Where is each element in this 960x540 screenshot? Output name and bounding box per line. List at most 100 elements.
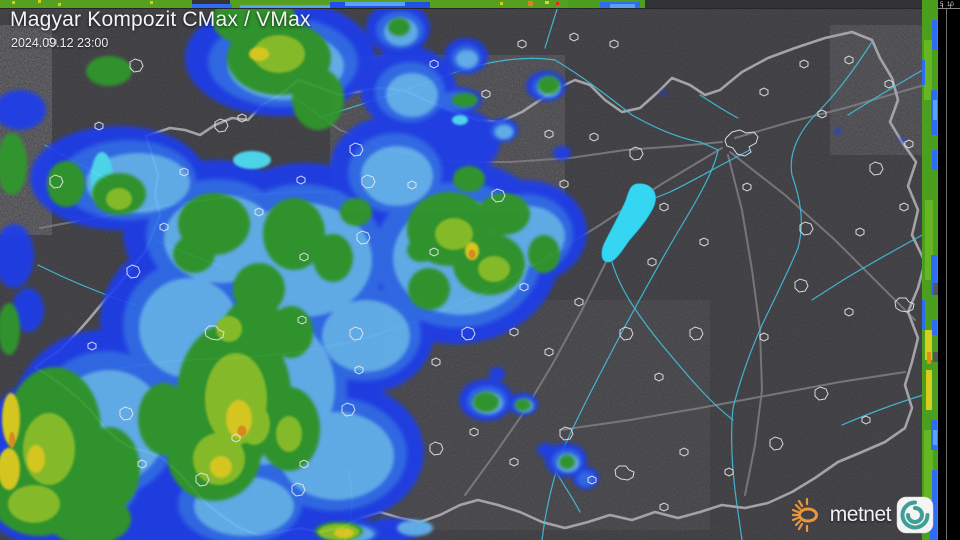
vmax-profile-top xyxy=(0,0,937,9)
precip-level-yellow xyxy=(0,47,479,538)
precip-level-green-shape xyxy=(78,427,140,511)
swirl-icon xyxy=(896,496,934,534)
vmax-profile-right-shape xyxy=(925,200,933,280)
precip-level-green-shape xyxy=(453,166,485,192)
precip-level-bright-shape xyxy=(435,218,473,250)
vmax-profile-top-shape xyxy=(345,2,405,6)
precip-level-green-shape xyxy=(0,303,20,355)
river xyxy=(649,149,751,201)
precip-level-yellow-shape xyxy=(27,445,45,473)
road xyxy=(734,81,936,139)
vmax-profile-right-shape xyxy=(924,430,933,500)
precip-level-bright-shape xyxy=(8,485,60,523)
precip-level-green-shape xyxy=(388,18,410,36)
timestamp: 2024.09.12 23:00 xyxy=(11,36,109,50)
vmax-profile-right-shape xyxy=(926,370,932,410)
precip-level-green-shape xyxy=(0,133,27,195)
vmax-profile-right-shape xyxy=(933,283,938,295)
vmax-profile-top-shape xyxy=(330,0,430,2)
precip-level-green-shape xyxy=(559,455,575,469)
vmax-profile-right-shape xyxy=(933,100,937,120)
precip-level-orange xyxy=(9,249,476,448)
lake-tisza xyxy=(601,183,656,263)
precip-level-green-shape xyxy=(86,56,132,86)
vmax-profile-right-shape xyxy=(932,470,937,510)
precip-level-bright-shape xyxy=(253,35,305,73)
precip-level-light-shape xyxy=(322,300,410,372)
vmax-profile-top-shape xyxy=(150,1,153,4)
vmax-profile-right-shape xyxy=(930,505,937,540)
precip-level-green-shape xyxy=(47,161,85,207)
precip-level-green-shape xyxy=(313,234,353,282)
vmax-profile-top-shape xyxy=(230,0,330,8)
road xyxy=(729,151,916,321)
precip-cyan-patches-shape xyxy=(452,115,468,125)
scale-tick-label-10: 10 xyxy=(947,2,954,8)
precip-level-orange-shape xyxy=(237,425,247,437)
sun-icon-shape-shape xyxy=(791,508,799,514)
vmax-profile-right-shape xyxy=(922,300,925,330)
sun-icon-shape-shape xyxy=(791,516,799,522)
precip-level-low-shape xyxy=(553,146,571,160)
vmax-profile-right-shape xyxy=(925,330,932,360)
vmax-profile-right-shape xyxy=(927,352,931,364)
vmax-profile-top-shape xyxy=(545,1,549,4)
scale-tick-label-5: 5 xyxy=(940,2,944,8)
vmax-profile-top-shape xyxy=(58,3,61,6)
sun-icon-shape-shape xyxy=(794,503,801,511)
vmax-profile-right-shape xyxy=(932,150,937,170)
vmax-profile-right-shape xyxy=(924,40,932,100)
precip-level-green-shape xyxy=(47,493,131,540)
logo-text: metnet xyxy=(829,503,892,526)
sun-icon-shape-shape xyxy=(794,519,801,527)
vmax-profile-top-shape xyxy=(192,4,232,8)
precip-level-low-shape xyxy=(660,91,666,95)
city-budapest xyxy=(724,129,759,157)
precip-level-low-shape xyxy=(537,443,555,457)
precip-level-bright-shape xyxy=(216,316,242,342)
precip-level-low-shape xyxy=(899,138,905,142)
precip-level-green-shape xyxy=(408,268,450,310)
precip-level-orange-shape xyxy=(468,249,476,259)
vmax-profile-right xyxy=(922,0,938,540)
precip-level-green-shape xyxy=(407,238,435,262)
vmax-profile-top-shape xyxy=(0,8,937,9)
vmax-profile-top-shape xyxy=(556,2,559,5)
vmax-profile-top-shape xyxy=(528,1,533,6)
vmax-profile-right-shape xyxy=(933,352,938,362)
vmax-profile-top-shape xyxy=(0,0,192,8)
vmax-profile-top-shape xyxy=(12,1,15,4)
precip-level-low-shape xyxy=(489,367,505,381)
precip-level-orange-shape xyxy=(9,432,15,448)
precip-cyan-patches-shape xyxy=(233,151,271,169)
precip-level-green-shape xyxy=(515,399,531,411)
precip-level-bright-shape xyxy=(276,416,302,452)
precip-level-yellow-shape xyxy=(2,393,20,445)
precip-level-light-shape xyxy=(386,73,438,117)
precip-level-low-shape xyxy=(0,224,34,288)
vmax-profile-top-shape xyxy=(38,0,41,3)
precip-level-low-shape xyxy=(835,128,841,134)
precip-level-light-shape xyxy=(397,520,433,536)
river xyxy=(699,94,739,119)
precip-level-green-shape xyxy=(263,198,325,270)
precip-level-green-shape xyxy=(138,383,190,455)
sun-icon xyxy=(791,497,818,533)
metnet-logo: metnet xyxy=(789,496,934,534)
precip-level-green-shape xyxy=(528,235,560,273)
height-scale-strip-shape xyxy=(938,0,960,540)
height-scale-strip: 5 10 xyxy=(938,0,960,540)
precip-level-green-shape xyxy=(478,193,530,235)
sun-icon-shape-shape xyxy=(797,522,803,531)
precip-level-yellow-shape xyxy=(334,528,354,538)
precip-level-light-shape xyxy=(456,50,478,68)
precip-level-low-shape xyxy=(0,90,46,130)
precip-level-green-shape xyxy=(292,68,344,130)
river xyxy=(611,261,734,421)
precip-level-green-shape xyxy=(538,76,560,94)
precip-level-yellow-shape xyxy=(0,448,20,490)
precip-level-yellow-shape xyxy=(249,47,269,61)
vmax-profile-right-shape xyxy=(932,320,937,335)
precip-level-green-shape xyxy=(473,392,499,412)
